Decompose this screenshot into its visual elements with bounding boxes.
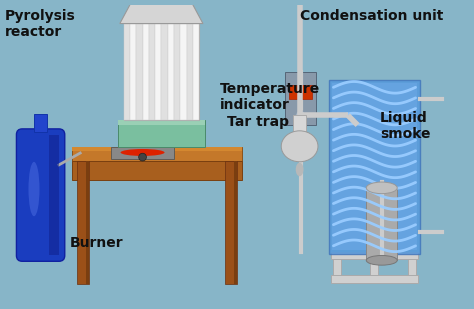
Bar xyxy=(136,23,143,120)
Bar xyxy=(168,23,174,120)
Bar xyxy=(73,147,242,161)
Ellipse shape xyxy=(281,131,318,162)
Bar xyxy=(370,254,378,282)
Bar xyxy=(118,120,205,147)
Bar xyxy=(73,161,242,180)
Bar xyxy=(86,161,89,285)
Bar xyxy=(330,252,419,259)
Bar xyxy=(77,161,89,285)
Text: Tar trap: Tar trap xyxy=(227,115,289,129)
Bar xyxy=(111,147,174,159)
Circle shape xyxy=(139,153,146,161)
Bar xyxy=(143,23,149,120)
Polygon shape xyxy=(120,0,203,23)
Ellipse shape xyxy=(120,149,164,156)
Bar xyxy=(73,147,242,151)
Bar xyxy=(149,23,155,120)
Bar xyxy=(408,254,416,282)
Ellipse shape xyxy=(28,162,39,216)
Bar xyxy=(332,83,417,250)
Ellipse shape xyxy=(296,163,303,176)
Text: Liquid
smoke: Liquid smoke xyxy=(380,111,430,141)
Bar xyxy=(328,80,420,254)
Bar xyxy=(234,161,237,285)
Bar xyxy=(49,135,59,256)
Bar xyxy=(330,275,419,282)
Bar xyxy=(285,72,316,125)
FancyBboxPatch shape xyxy=(17,129,65,261)
Bar xyxy=(289,85,312,99)
Bar xyxy=(366,188,397,260)
Bar xyxy=(225,161,237,285)
Bar xyxy=(34,114,47,132)
Circle shape xyxy=(296,111,305,120)
Ellipse shape xyxy=(366,256,397,265)
Bar xyxy=(174,23,180,120)
Text: Burner: Burner xyxy=(70,236,123,250)
Text: Pyrolysis
reactor: Pyrolysis reactor xyxy=(5,9,75,39)
Bar xyxy=(180,23,187,120)
Bar xyxy=(124,23,199,120)
Text: Temperature
indicator: Temperature indicator xyxy=(220,82,320,112)
Bar xyxy=(130,23,136,120)
Bar xyxy=(161,23,168,120)
Bar xyxy=(187,23,193,120)
Bar xyxy=(118,120,205,125)
Bar xyxy=(155,23,161,120)
Bar xyxy=(333,254,341,282)
Bar xyxy=(193,23,199,120)
Bar xyxy=(293,115,306,133)
Text: Condensation unit: Condensation unit xyxy=(300,9,443,23)
Bar xyxy=(124,23,130,120)
Ellipse shape xyxy=(366,182,397,194)
